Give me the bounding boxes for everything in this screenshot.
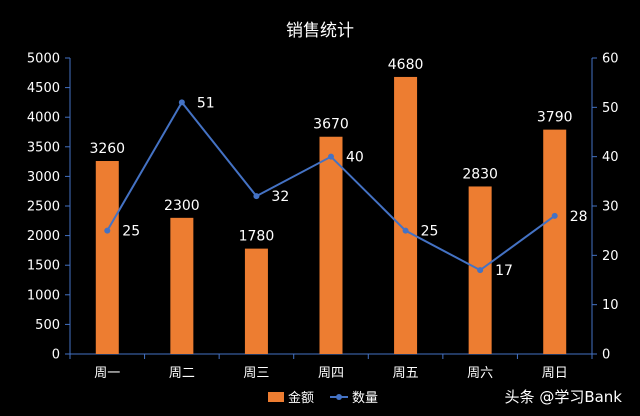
left-tick-label: 3500 xyxy=(27,140,60,155)
left-tick-label: 500 xyxy=(35,318,60,333)
line-point xyxy=(402,227,409,234)
left-tick-label: 5000 xyxy=(27,52,60,67)
category-label: 周一 xyxy=(94,366,120,381)
line-value-label: 17 xyxy=(495,263,513,279)
bar xyxy=(170,217,194,354)
line-value-label: 51 xyxy=(197,95,215,111)
line-value-label: 32 xyxy=(271,189,289,205)
legend: 金额 数量 xyxy=(268,390,378,406)
bar xyxy=(95,161,119,354)
right-tick-label: 40 xyxy=(602,150,619,165)
line-point xyxy=(328,153,334,160)
plot-area: 0500100015002000250030003500400045005000… xyxy=(27,52,619,382)
right-tick-label: 0 xyxy=(602,348,610,363)
bar-value-label: 3790 xyxy=(537,110,573,126)
left-tick-label: 1000 xyxy=(27,288,60,303)
bar xyxy=(394,76,418,354)
legend-swatch-bar xyxy=(268,392,284,402)
line-point xyxy=(253,193,260,200)
legend-label-line: 数量 xyxy=(352,391,378,406)
left-tick-label: 2500 xyxy=(27,200,60,215)
left-tick-label: 2000 xyxy=(27,229,60,244)
category-label: 周六 xyxy=(467,366,493,381)
bar-value-label: 2300 xyxy=(164,198,200,214)
category-label: 周五 xyxy=(393,366,419,381)
right-tick-label: 10 xyxy=(602,298,619,313)
bar-value-label: 1780 xyxy=(239,229,275,245)
legend-label-bar: 金额 xyxy=(288,390,314,406)
left-tick-label: 3000 xyxy=(27,170,60,185)
right-tick-label: 50 xyxy=(602,101,619,116)
bar xyxy=(319,136,343,354)
left-tick-label: 1500 xyxy=(27,259,60,274)
watermark: 头条 @学习Bank xyxy=(505,388,623,406)
line-value-label: 25 xyxy=(421,224,439,240)
right-tick-label: 30 xyxy=(602,200,619,215)
right-tick-label: 20 xyxy=(602,249,619,264)
line-value-label: 28 xyxy=(570,209,588,225)
line-value-label: 25 xyxy=(122,224,140,240)
line-value-label: 40 xyxy=(346,150,364,166)
chart-title: 销售统计 xyxy=(286,21,354,41)
left-tick-label: 4000 xyxy=(27,111,60,126)
legend-swatch-marker xyxy=(336,394,342,400)
bar-value-label: 3670 xyxy=(313,117,349,133)
line-point xyxy=(104,227,111,234)
bar-value-label: 3260 xyxy=(89,141,125,157)
line-point xyxy=(551,212,558,219)
category-label: 周三 xyxy=(243,366,269,381)
left-tick-label: 0 xyxy=(52,348,60,363)
category-label: 周四 xyxy=(318,366,344,381)
bar xyxy=(244,248,268,354)
left-tick-label: 4500 xyxy=(27,81,60,96)
bar xyxy=(543,129,567,354)
right-tick-label: 60 xyxy=(602,52,619,67)
category-label: 周二 xyxy=(169,366,195,381)
bar-value-label: 4680 xyxy=(388,57,424,73)
line-point xyxy=(477,267,484,274)
line-point xyxy=(178,99,185,106)
bar-value-label: 2830 xyxy=(462,166,498,182)
category-label: 周日 xyxy=(542,366,568,381)
